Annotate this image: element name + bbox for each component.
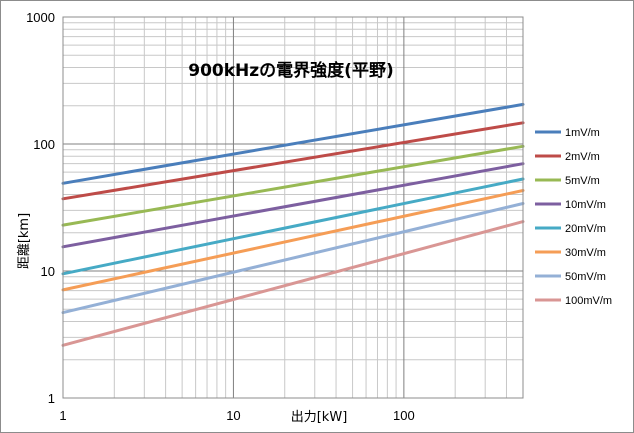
series-line-1mV/m <box>61 102 525 185</box>
legend-label: 10mV/m <box>565 199 606 211</box>
x-tick-label: 100 <box>393 408 415 423</box>
series-line-30mV/m <box>61 189 525 292</box>
legend-label: 50mV/m <box>565 271 606 283</box>
x-axis-label: 出力[kW] <box>291 410 348 425</box>
series-line-5mV/m <box>61 144 525 227</box>
series-line-10mV/m <box>61 162 525 249</box>
legend-label: 30mV/m <box>565 247 606 259</box>
y-tick-label: 10 <box>41 264 55 279</box>
legend-item: 30mV/m <box>535 247 606 259</box>
series-line-2mV/m <box>61 121 525 201</box>
legend-item: 2mV/m <box>535 151 600 163</box>
legend-item: 5mV/m <box>535 175 600 187</box>
series-line-20mV/m <box>61 177 525 276</box>
series-line-100mV/m <box>61 220 525 347</box>
chart-title: 900kHzの電界強度(平野) <box>188 60 393 81</box>
y-axis-label: 距離[km] <box>17 213 32 269</box>
legend-item: 50mV/m <box>535 271 606 283</box>
y-tick-label: 1 <box>48 391 55 406</box>
legend-label: 1mV/m <box>565 127 600 139</box>
y-tick-label: 1000 <box>26 10 55 25</box>
plot-border <box>62 16 524 399</box>
legend-item: 10mV/m <box>535 199 606 211</box>
legend-label: 100mV/m <box>565 295 612 307</box>
legend-item: 100mV/m <box>535 295 612 307</box>
legend: 1mV/m 2mV/m 5mV/m 10mV/m 20mV/m 30mV/m 50mV/m 1… <box>535 127 612 307</box>
series-lines <box>61 102 525 347</box>
legend-item: 1mV/m <box>535 127 600 139</box>
legend-label: 20mV/m <box>565 223 606 235</box>
legend-label: 5mV/m <box>565 175 600 187</box>
legend-label: 2mV/m <box>565 151 600 163</box>
y-tick-labels: 1 10 100 1000 <box>26 10 55 406</box>
series-line-50mV/m <box>61 202 525 315</box>
x-tick-label: 1 <box>59 408 66 423</box>
x-tick-labels: 1 10 100 <box>59 408 414 423</box>
y-tick-label: 100 <box>33 137 55 152</box>
x-tick-label: 10 <box>226 408 240 423</box>
legend-item: 20mV/m <box>535 223 606 235</box>
